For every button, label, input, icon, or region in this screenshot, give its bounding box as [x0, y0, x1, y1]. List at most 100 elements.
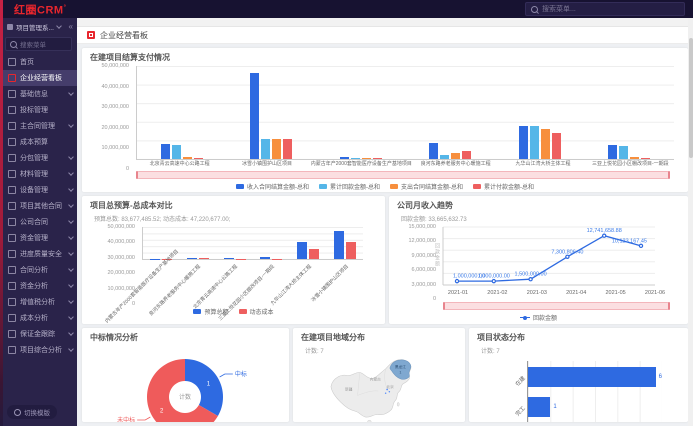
sidebar-item-项目综合分析[interactable]: 项目综合分析	[0, 342, 77, 358]
page-title: 企业经营看板	[100, 30, 148, 40]
legend-item[interactable]: 收入合同结算金额-总和	[236, 182, 309, 191]
bar	[641, 158, 651, 159]
sidebar-item-材料管理[interactable]: 材料管理	[0, 166, 77, 182]
sidebar-item-label: 保证金跟踪	[20, 331, 55, 338]
card-region-map: 在建项目地域分布 计数: 7 新疆 内蒙古 黑龙江 1 北京	[293, 328, 465, 422]
sidebar-item-label: 资金管理	[20, 235, 48, 242]
sidebar-item-成本分析[interactable]: 成本分析	[0, 310, 77, 326]
datazoom-slider[interactable]	[443, 302, 670, 310]
bar	[272, 138, 282, 159]
y-axis: 15,000,000 12,000,000 9,000,000 6,000,000 3,…	[399, 224, 439, 302]
legend-swatch	[390, 184, 398, 189]
chevron-down-icon	[68, 202, 74, 208]
sidebar-item-资金管理[interactable]: 资金管理	[0, 230, 77, 246]
chevron-down-icon	[68, 154, 74, 160]
slice-label: 中标	[235, 370, 247, 378]
legend-label: 累计回款金额-总和	[330, 185, 380, 191]
collapse-sidebar-icon[interactable]: «	[68, 21, 73, 31]
bar	[193, 158, 203, 159]
x-axis-label: 九华山江湾大桥主体工程	[269, 263, 313, 307]
sidebar-item-成本预算[interactable]: 成本预算	[0, 134, 77, 150]
pie-slice-中标[interactable]	[185, 359, 223, 416]
sidebar-item-资金分析[interactable]: 资金分析	[0, 278, 77, 294]
bar-value-label: 6	[658, 374, 662, 380]
dashboard-icon	[87, 31, 95, 39]
chart-title: 项目总预算-总成本对比	[90, 201, 173, 210]
bar	[608, 145, 618, 159]
legend-item[interactable]: 累计回款金额-总和	[319, 182, 380, 191]
sidebar-item-设备管理[interactable]: 设备管理	[0, 182, 77, 198]
bar	[551, 132, 561, 159]
bar-group	[143, 227, 180, 259]
sidebar-item-公司合同[interactable]: 公司合同	[0, 214, 77, 230]
chevron-down-icon	[56, 22, 62, 29]
sidebar-item-投标管理[interactable]: 投标管理	[0, 102, 77, 118]
x-axis: 2021-01 2021-02 2021-03 2021-04 2021-05 2021-…	[443, 290, 670, 299]
sidebar-item-分包管理[interactable]: 分包管理	[0, 150, 77, 166]
sidebar-item-企业经营看板[interactable]: 企业经营看板	[0, 70, 77, 86]
chart-title: 项目状态分布	[477, 333, 525, 342]
bid-donut-chart: 1 中标 2 未中标 计数	[117, 359, 247, 422]
bar	[261, 138, 271, 159]
datazoom-slider[interactable]	[136, 171, 670, 179]
bar	[150, 258, 161, 259]
folder-icon	[8, 170, 16, 178]
bar	[160, 144, 170, 159]
taiwan-island	[396, 402, 400, 407]
bar	[309, 249, 320, 259]
scrollbar[interactable]	[688, 18, 693, 426]
bar	[361, 158, 371, 159]
logo[interactable]: 红圈CRM°	[14, 0, 66, 19]
scrollbar-thumb[interactable]	[688, 38, 693, 158]
folder-icon	[8, 234, 16, 242]
file-icon	[8, 106, 16, 114]
revenue-chart: 15,000,000 12,000,000 9,000,000 6,000,000 3,…	[408, 224, 670, 302]
bar-group	[406, 66, 496, 159]
svg-text:10,123,167.45: 10,123,167.45	[612, 238, 647, 244]
sidebar-item-增值税分析[interactable]: 增值税分析	[0, 294, 77, 310]
pie-slice-未中标[interactable]	[147, 359, 218, 422]
chevron-down-icon	[68, 250, 74, 256]
y-tick-label: 10,000,000	[101, 145, 129, 152]
bar	[440, 155, 450, 159]
bar-group	[216, 227, 253, 259]
sidebar-item-进度质量安全[interactable]: 进度质量安全	[0, 246, 77, 262]
bar	[429, 143, 439, 159]
home-icon	[8, 58, 16, 66]
sidebar-item-合同分析[interactable]: 合同分析	[0, 262, 77, 278]
folder-icon	[8, 330, 16, 338]
sidebar-item-保证金跟踪[interactable]: 保证金跟踪	[0, 326, 77, 342]
legend-item[interactable]: 支出合同结算金额-总和	[390, 182, 463, 191]
sidebar-item-主合同管理[interactable]: 主合同管理	[0, 118, 77, 134]
search-icon	[10, 40, 17, 48]
bar-group	[290, 227, 327, 259]
y-tick-label: 40,000,000	[101, 83, 129, 90]
global-search-input[interactable]: 搜索菜单...	[525, 2, 685, 16]
legend-item[interactable]: 预算总额	[193, 307, 229, 316]
map-region-label: 内蒙古	[370, 377, 381, 382]
sidebar-item-基础信息[interactable]: 基础信息	[0, 86, 77, 102]
bar	[171, 145, 181, 159]
legend-item[interactable]: 动态成本	[238, 307, 274, 316]
y-tick-label: 10,000,000	[107, 285, 135, 292]
legend-item[interactable]: 累计付款金额-总和	[473, 182, 534, 191]
sidebar-item-项目其他合同[interactable]: 项目其他合同	[0, 198, 77, 214]
sidebar-item-label: 项目其他合同	[20, 203, 62, 210]
legend-swatch	[473, 184, 481, 189]
bar-group	[180, 227, 217, 259]
template-switch-button[interactable]: 切换模版	[7, 405, 57, 419]
sidebar-item-label: 设备管理	[20, 187, 48, 194]
legend-label: 回款金额	[532, 316, 557, 322]
chevron-down-icon	[68, 122, 74, 128]
card-monthly-revenue: 公司月收入趋势 回款金额: 33,665,632.73 15,000,000 12…	[389, 196, 688, 324]
sidebar-item-首页[interactable]: 首页	[0, 54, 77, 70]
x-axis-label: 三亚上悦花园小区棚改项目-一期段	[591, 161, 669, 167]
legend-item[interactable]: 回款金额	[519, 313, 557, 322]
x-axis-label: 2021-01	[447, 290, 469, 296]
region-heilongjiang[interactable]	[389, 359, 412, 380]
sidebar-search-input[interactable]: 搜索菜单	[5, 37, 72, 51]
sidebar-item-label: 分包管理	[20, 155, 48, 162]
y-tick-label: 6,000,000	[411, 267, 436, 274]
workspace-switcher[interactable]: 项目管理系... «	[0, 18, 77, 35]
